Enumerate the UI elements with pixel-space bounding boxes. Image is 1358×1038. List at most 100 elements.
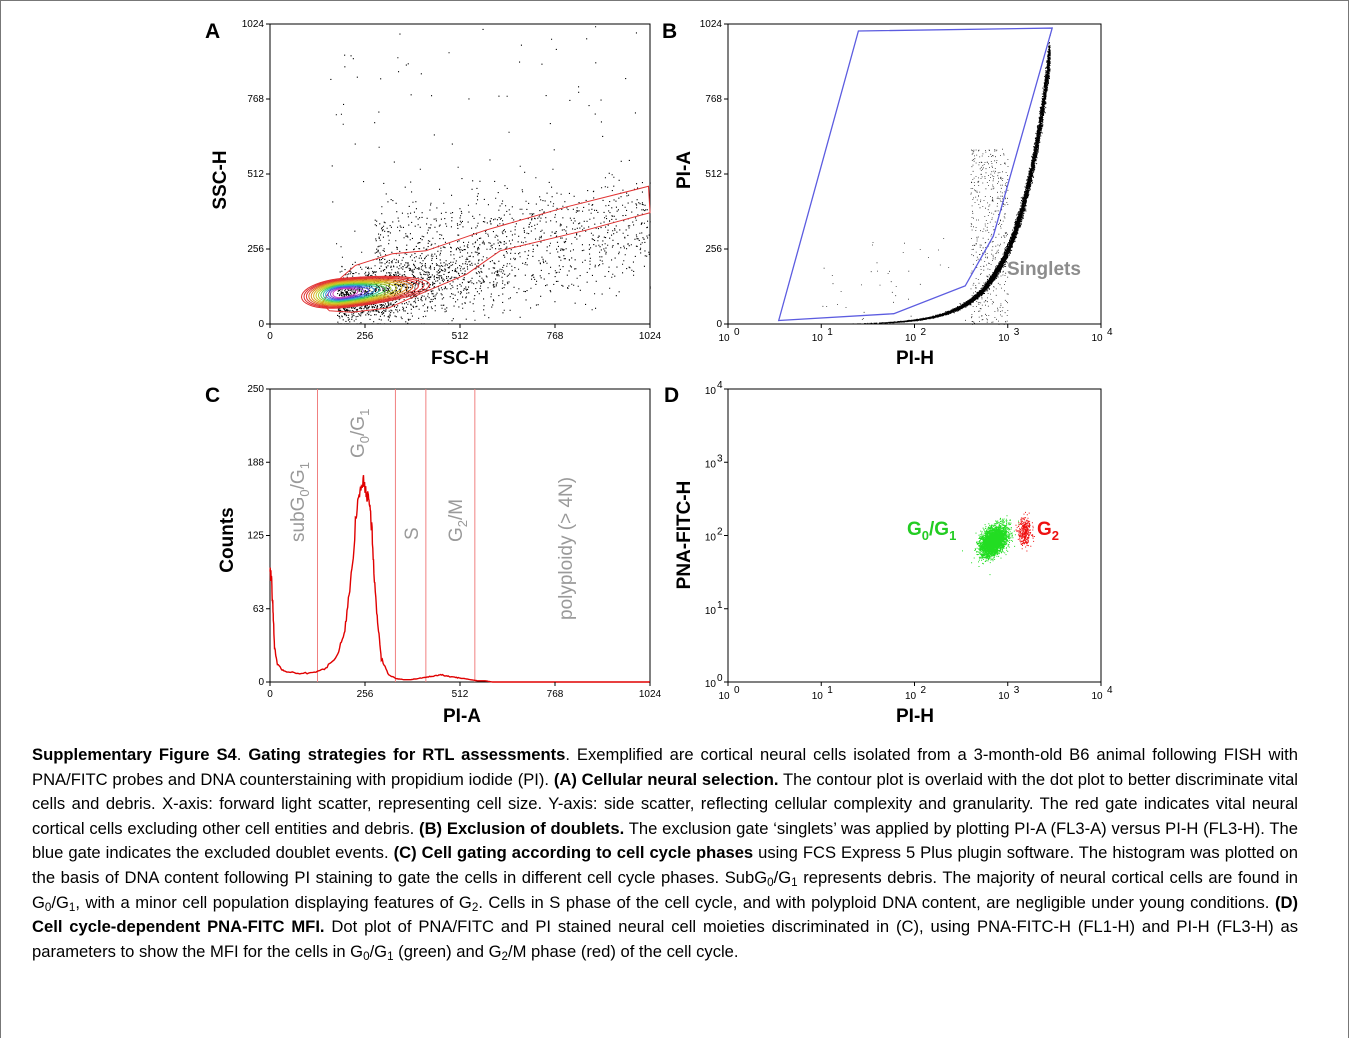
- plot-d-y-tick-label: 10: [705, 386, 717, 397]
- plot-c-y-tick-label: 250: [247, 384, 264, 395]
- plot-c-label-s: S: [402, 527, 423, 540]
- plot-b-y-tick-label: 256: [705, 244, 722, 255]
- panel-letter-d: D: [664, 384, 679, 407]
- caption-figure-title: Gating strategies for RTL assessments: [248, 745, 566, 764]
- plot-d-x-tick-label: 10: [1091, 691, 1103, 702]
- caption-part-c: (C) Cell gating according to cell cycle …: [393, 843, 754, 863]
- plot-b-singlets-label: Singlets: [1007, 259, 1081, 280]
- plot-d-x-tick-exponent: 4: [1107, 685, 1113, 696]
- plot-b-x-tick-exponent: 3: [1014, 327, 1020, 338]
- plot-a-contour-line: [303, 276, 425, 309]
- plot-a-gate: [321, 185, 651, 313]
- plot-d-y-tick-exponent: 1: [717, 600, 723, 611]
- plot-b-x-tick-label: 10: [812, 333, 824, 344]
- plot-b-y-tick-label: 0: [716, 319, 722, 330]
- plot-c-x-tick-label: 256: [357, 689, 374, 700]
- plot-a-y-label: SSC-H: [210, 150, 231, 209]
- plot-d-dots: [962, 511, 1035, 576]
- plot-d-x-tick-exponent: 1: [827, 685, 833, 696]
- plot-b-x-label: PI-H: [896, 348, 934, 369]
- plot-d-y-tick-label: 10: [705, 679, 717, 690]
- plot-b-x-tick-label: 10: [998, 333, 1010, 344]
- plot-d-y-tick-exponent: 2: [717, 527, 723, 538]
- plot-a-x-ticks: 0 256 512 768 1024: [267, 324, 662, 342]
- plot-c-x-ticks: 0 256 512 768 1024: [267, 682, 662, 700]
- plot-a-contour-line: [329, 287, 364, 299]
- plot-d-x-tick-exponent: 3: [1014, 685, 1020, 696]
- plot-d-y-tick-exponent: 3: [717, 453, 723, 464]
- plot-a-contour-line: [310, 279, 409, 306]
- plot-a-frame: [269, 23, 651, 325]
- plot-a-y-tick-label: 0: [258, 319, 264, 330]
- plot-a-y-tick-label: 1024: [242, 19, 265, 30]
- plot-c-label-g2m: G2/M: [446, 499, 470, 542]
- panel-a: A 0 256 512 768 1024 0 256 512 768 1024 FSC-H SS…: [205, 19, 662, 369]
- plot-a-contour-line: [300, 275, 431, 309]
- plot-a-contour-line: [327, 286, 370, 300]
- plot-b-x-tick-label: 10: [905, 333, 917, 344]
- plot-a-contour-line: [320, 283, 387, 303]
- plot-b-y-tick-label: 768: [705, 94, 722, 105]
- plot-a-x-label: FSC-H: [431, 348, 489, 369]
- plot-d-x-tick-label: 10: [718, 691, 730, 702]
- plot-b-x-tick-label: 10: [718, 333, 730, 344]
- plot-c-y-tick-label: 0: [258, 677, 264, 688]
- plot-d-x-label: PI-H: [896, 706, 934, 727]
- plot-a-contour-line: [313, 280, 403, 305]
- caption-part-d: (D) Cell cycle-dependent PNA-FITC MFI.: [32, 892, 1298, 937]
- plot-b-gate: [777, 27, 1054, 322]
- plot-b-x-tick-exponent: 2: [921, 327, 927, 338]
- plot-a-x-tick-label: 0: [267, 331, 273, 342]
- plot-a-y-tick-label: 768: [247, 94, 264, 105]
- plot-d-y-tick-exponent: 0: [717, 673, 723, 684]
- plot-b-y-tick-label: 1024: [700, 19, 723, 30]
- plot-d-x-tick-label: 10: [998, 691, 1010, 702]
- plot-c-x-label: PI-A: [443, 706, 481, 727]
- plot-c-y-label: Counts: [217, 507, 238, 572]
- plot-a-y-tick-label: 512: [247, 169, 264, 180]
- plot-b-x-tick-label: 10: [1091, 333, 1103, 344]
- plot-c-x-tick-label: 0: [267, 689, 273, 700]
- caption-part-a: (A) Cellular neural selection.: [553, 769, 779, 789]
- plot-a-contour-line: [315, 281, 398, 304]
- plot-c-label-g0g1: G0/G1: [348, 409, 372, 458]
- plot-c-y-tick-label: 63: [253, 604, 265, 615]
- plot-b-x-tick-exponent: 0: [734, 327, 740, 338]
- plot-d-red-population: [1015, 511, 1035, 552]
- plot-a-red-gate: [321, 185, 651, 313]
- plot-b-dots: [822, 34, 1051, 325]
- plot-b-x-tick-exponent: 4: [1107, 327, 1113, 338]
- plot-a-contour-line: [305, 277, 420, 308]
- plot-b-y-tick-label: 512: [705, 169, 722, 180]
- plot-b-y-ticks: 0 256 512 768 1024: [700, 19, 728, 330]
- plot-d-label-g0g1: G0/G1: [907, 519, 956, 543]
- plot-a-contour-line: [317, 282, 392, 304]
- plot-d-label-g2: G2: [1037, 519, 1059, 543]
- plot-c-label-polyploidy: polyploidy (> 4N): [556, 477, 577, 620]
- plot-a-contour-line: [308, 278, 414, 307]
- plot-c-x-tick-label: 768: [547, 689, 564, 700]
- panel-letter-a: A: [205, 20, 220, 43]
- plot-b-x-tick-exponent: 1: [827, 327, 833, 338]
- plot-d-y-tick-exponent: 4: [717, 380, 723, 391]
- plot-c-x-tick-label: 1024: [639, 689, 662, 700]
- caption-part-b: (B) Exclusion of doublets.: [419, 818, 625, 838]
- plot-d-y-tick-label: 10: [705, 533, 717, 544]
- plot-a-contours: [300, 275, 431, 309]
- panel-letter-b: B: [662, 20, 677, 43]
- plot-a-x-tick-label: 768: [547, 331, 564, 342]
- plot-d-x-tick-exponent: 0: [734, 685, 740, 696]
- plot-d-x-tick-exponent: 2: [921, 685, 927, 696]
- panel-c: C subG0/G1 G0/G1 S G2/M polyploidy (> 4N…: [205, 384, 662, 727]
- plot-a-contour-line: [332, 288, 359, 299]
- figure-caption: Supplementary Figure S4. Gating strategi…: [32, 745, 1299, 963]
- plot-c-y-tick-label: 125: [247, 531, 264, 542]
- plot-a-y-ticks: 0 256 512 768 1024: [242, 19, 270, 330]
- plot-a-contour-line: [322, 284, 381, 302]
- plot-a-x-tick-label: 512: [452, 331, 469, 342]
